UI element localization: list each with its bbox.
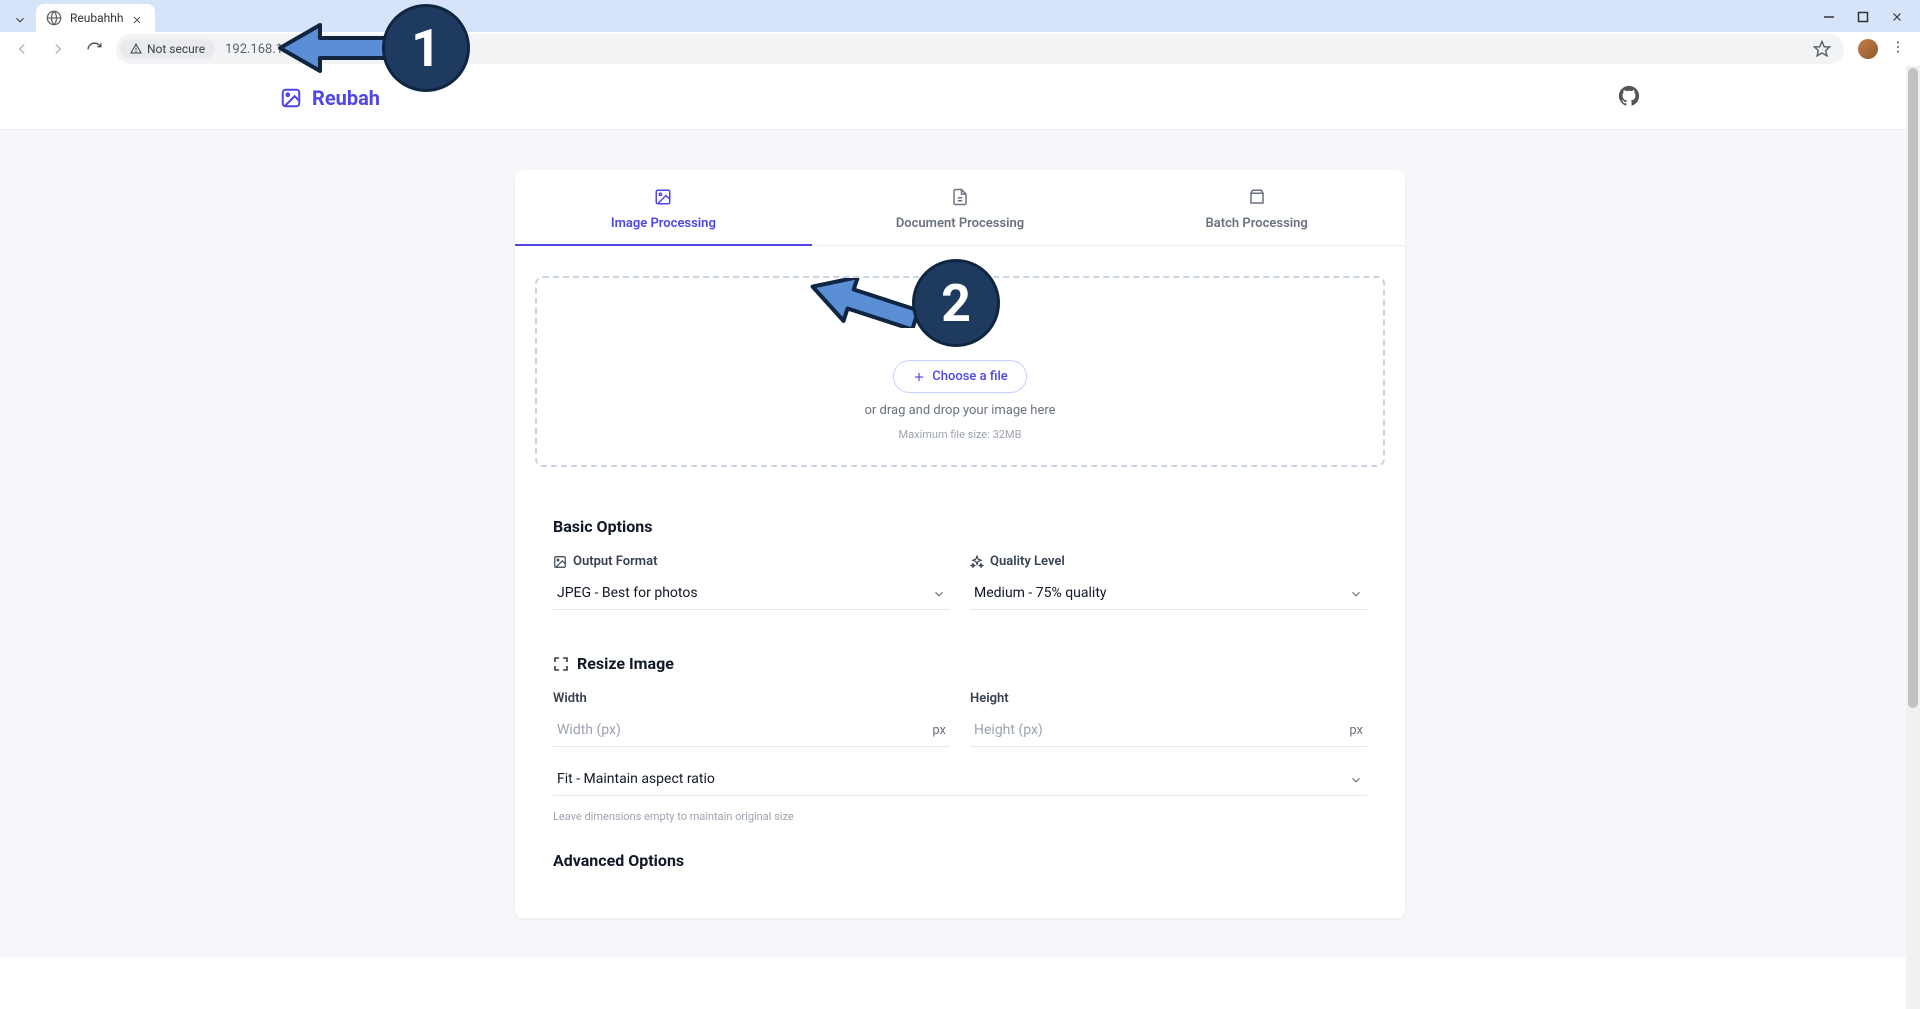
- section-title: Basic Options: [553, 517, 1367, 536]
- basic-options-section: Basic Options Output Format JPEG - Best …: [515, 497, 1405, 646]
- width-field: Width px: [553, 691, 950, 747]
- tab-search-icon[interactable]: [8, 8, 32, 32]
- minimize-button[interactable]: [1820, 8, 1838, 26]
- height-input-wrap: px: [970, 714, 1367, 747]
- fit-mode-select[interactable]: Fit - Maintain aspect ratio: [553, 763, 1367, 796]
- image-icon: [654, 188, 672, 206]
- tab-batch-processing[interactable]: Batch Processing: [1108, 170, 1405, 245]
- brand-icon: [280, 87, 302, 109]
- tab-document-processing[interactable]: Document Processing: [812, 170, 1109, 245]
- layers-icon: [1248, 188, 1266, 206]
- select-value: JPEG - Best for photos: [553, 577, 950, 610]
- resize-section: Resize Image Width px Height: [515, 646, 1405, 843]
- security-indicator[interactable]: Not secure: [120, 39, 215, 59]
- close-tab-icon[interactable]: [131, 11, 145, 25]
- form-row: Width px Height px: [553, 691, 1367, 747]
- output-format-field: Output Format JPEG - Best for photos: [553, 554, 950, 610]
- resize-help-text: Leave dimensions empty to maintain origi…: [553, 810, 1367, 823]
- output-format-select[interactable]: JPEG - Best for photos: [553, 577, 950, 610]
- close-window-button[interactable]: [1888, 8, 1906, 26]
- content-area: Image Processing Document Processing Bat…: [0, 130, 1920, 958]
- quality-level-select[interactable]: Medium - 75% quality: [970, 577, 1367, 610]
- tab-label: Image Processing: [611, 216, 716, 231]
- document-icon: [951, 188, 969, 206]
- width-input[interactable]: [553, 714, 932, 746]
- maximize-icon: [553, 656, 569, 672]
- upload-image-icon: [939, 308, 981, 350]
- main-card: Image Processing Document Processing Bat…: [515, 170, 1405, 918]
- window-controls: [1806, 0, 1920, 34]
- tab-label: Document Processing: [896, 216, 1024, 231]
- image-small-icon: [553, 555, 567, 569]
- plus-icon: [912, 370, 926, 384]
- tab-label: Batch Processing: [1206, 216, 1308, 231]
- form-row: Output Format JPEG - Best for photos Qua…: [553, 554, 1367, 610]
- select-value: Medium - 75% quality: [970, 577, 1367, 610]
- back-button[interactable]: [8, 35, 36, 63]
- scrollbar-thumb[interactable]: [1908, 68, 1918, 708]
- unit-label: px: [1349, 723, 1367, 738]
- sparkles-icon: [970, 555, 984, 569]
- maxsize-hint: Maximum file size: 32MB: [899, 428, 1022, 441]
- bookmark-button[interactable]: [1808, 35, 1836, 63]
- tab-image-processing[interactable]: Image Processing: [515, 170, 812, 245]
- profile-avatar[interactable]: [1858, 39, 1878, 59]
- tab-title: Reubahhh: [70, 11, 123, 25]
- warning-icon: [130, 43, 142, 55]
- section-title: Resize Image: [553, 654, 1367, 673]
- advanced-options-section: Advanced Options: [515, 843, 1405, 918]
- menu-button[interactable]: [1890, 39, 1906, 59]
- browser-toolbar: Not secure 192.168.1.18:8052: [0, 32, 1920, 66]
- address-bar[interactable]: Not secure 192.168.1.18:8052: [116, 34, 1844, 64]
- browser-titlebar: Reubahhh: [0, 0, 1920, 32]
- choose-file-button[interactable]: Choose a file: [893, 360, 1026, 393]
- not-secure-label: Not secure: [147, 42, 205, 56]
- github-link[interactable]: [1618, 85, 1640, 111]
- choose-file-label: Choose a file: [932, 369, 1007, 384]
- unit-label: px: [932, 723, 950, 738]
- brand-name: Reubah: [312, 86, 380, 110]
- dragdrop-hint: or drag and drop your image here: [864, 403, 1055, 418]
- forward-button[interactable]: [44, 35, 72, 63]
- globe-icon: [46, 10, 62, 26]
- width-label: Width: [553, 691, 950, 706]
- height-input[interactable]: [970, 714, 1349, 746]
- section-title: Advanced Options: [553, 851, 1367, 870]
- select-value: Fit - Maintain aspect ratio: [553, 763, 1367, 796]
- output-format-label: Output Format: [553, 554, 950, 569]
- reload-button[interactable]: [80, 35, 108, 63]
- brand[interactable]: Reubah: [280, 86, 380, 110]
- page-header: Reubah: [0, 66, 1920, 130]
- url-text: 192.168.1.18:8052: [219, 42, 333, 57]
- toolbar-right: [1852, 39, 1912, 59]
- height-label: Height: [970, 691, 1367, 706]
- browser-tab[interactable]: Reubahhh: [36, 4, 155, 32]
- tab-strip: Reubahhh: [0, 0, 155, 32]
- file-dropzone[interactable]: Choose a file or drag and drop your imag…: [535, 276, 1385, 467]
- github-icon: [1618, 85, 1640, 107]
- processing-tabs: Image Processing Document Processing Bat…: [515, 170, 1405, 246]
- scrollbar[interactable]: [1906, 66, 1920, 1009]
- width-input-wrap: px: [553, 714, 950, 747]
- quality-level-label: Quality Level: [970, 554, 1367, 569]
- quality-level-field: Quality Level Medium - 75% quality: [970, 554, 1367, 610]
- maximize-button[interactable]: [1854, 8, 1872, 26]
- height-field: Height px: [970, 691, 1367, 747]
- page-viewport: Reubah Image Processing Document Process…: [0, 66, 1920, 1009]
